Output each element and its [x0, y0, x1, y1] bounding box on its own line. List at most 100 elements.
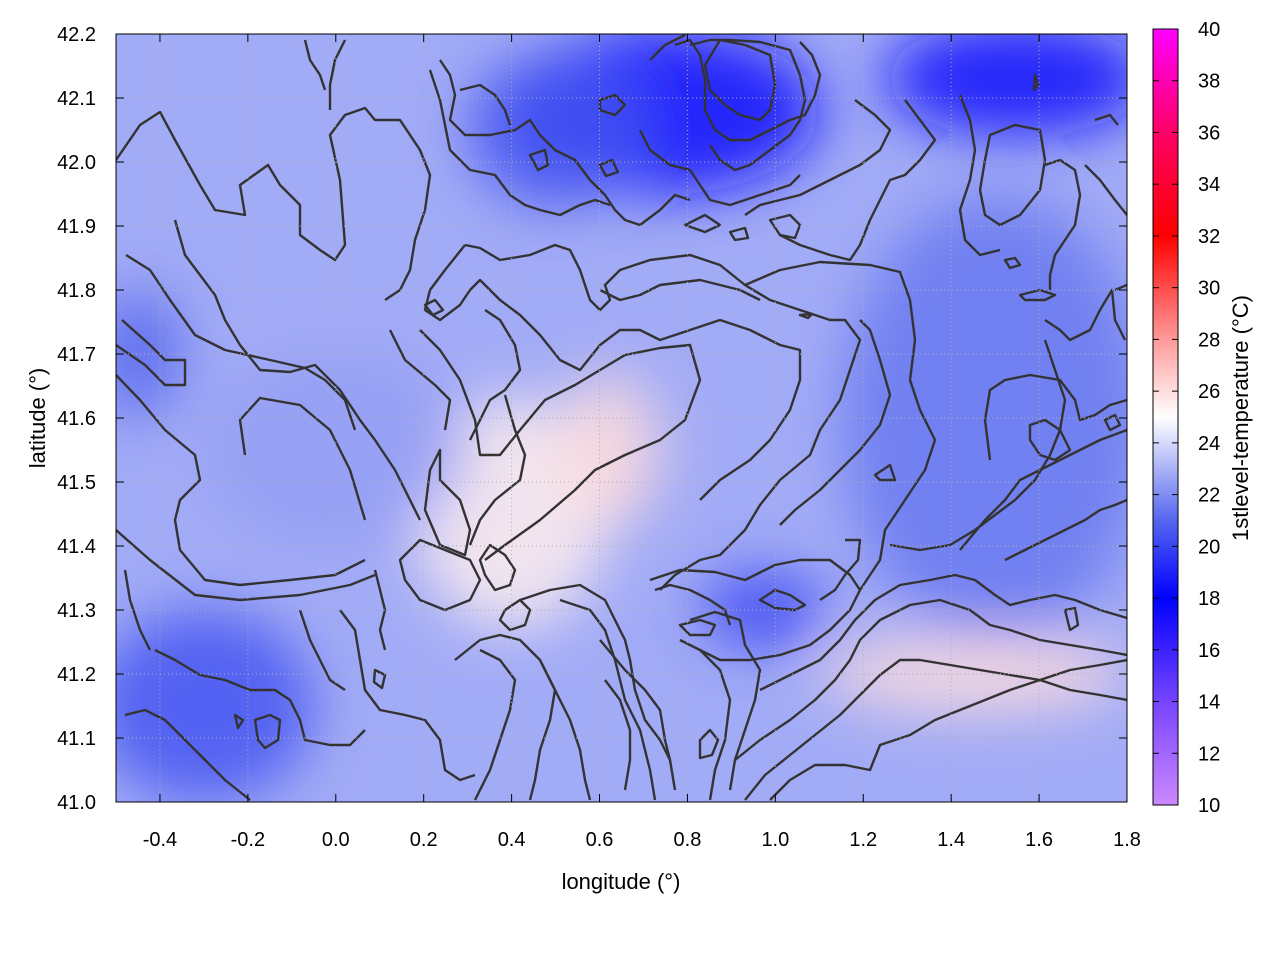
contour-line — [1094, 113, 1119, 126]
x-tick-label: 0.2 — [410, 829, 438, 851]
colorbar-tick-label: 12 — [1198, 743, 1220, 765]
contour-line — [654, 583, 732, 626]
heat-region — [700, 571, 824, 649]
contour-line — [728, 226, 750, 242]
contour-line — [689, 38, 807, 172]
x-tick-label: 1.6 — [1025, 829, 1053, 851]
contour-line — [528, 148, 550, 172]
heat-region — [467, 53, 644, 207]
contour-line — [768, 213, 802, 240]
contour-line — [698, 728, 720, 760]
contour-line — [428, 69, 611, 217]
y-axis: 41.0 41.1 41.2 41.3 41.4 41.5 41.6 41.7 41.8 41.9… — [57, 24, 1127, 814]
contour-line — [298, 609, 346, 691]
contour-line — [423, 298, 445, 317]
contour-line — [674, 38, 822, 142]
y-tick-label: 41.0 — [57, 792, 96, 814]
contour-line — [779, 319, 892, 526]
contour-line — [468, 309, 522, 441]
colorbar-tick-label: 24 — [1198, 433, 1220, 455]
contour-line — [528, 659, 557, 801]
contour-line — [983, 373, 1127, 461]
y-tick-label: 41.6 — [57, 408, 96, 430]
contour-line — [1044, 288, 1127, 342]
contour-line — [459, 83, 512, 126]
y-tick-label: 41.1 — [57, 728, 96, 750]
y-tick-label: 42.1 — [57, 88, 96, 110]
heat-region — [116, 610, 314, 802]
contour-line — [1032, 73, 1040, 92]
x-tick-label: 0.8 — [674, 829, 702, 851]
contour-line — [1084, 164, 1127, 216]
y-tick-label: 41.9 — [57, 216, 96, 238]
contour-line — [689, 610, 762, 791]
contour-line — [1018, 288, 1057, 302]
contour-line — [123, 569, 152, 651]
contour-line — [1028, 418, 1072, 462]
contour-line — [1003, 256, 1022, 270]
x-tick-label: -0.4 — [143, 829, 177, 851]
y-tick-label: 42.0 — [57, 152, 96, 174]
colorbar-axis: 10 12 14 16 18 20 22 24 26 28 30 32 34 36 38 40 — [1153, 19, 1220, 817]
contour-line — [398, 538, 482, 612]
x-axis: -0.4 -0.2 0.0 0.2 0.4 0.6 0.8 1.0 1.2 1.4 1.6 1.8 — [143, 34, 1141, 851]
contour-line — [683, 213, 722, 234]
x-tick-label: 1.8 — [1113, 829, 1141, 851]
colorbar-tick-label: 26 — [1198, 381, 1220, 403]
x-tick-label: -0.2 — [231, 829, 265, 851]
contour-line — [253, 713, 282, 750]
contour-line — [1103, 413, 1122, 432]
contour-line — [744, 99, 892, 216]
y-tick-label: 41.7 — [57, 344, 96, 366]
y-tick-label: 41.2 — [57, 664, 96, 686]
contour-line — [473, 648, 517, 801]
colorbar-tick-label: 20 — [1198, 536, 1220, 558]
x-tick-label: 0.0 — [322, 829, 350, 851]
x-tick-label: 1.0 — [761, 829, 789, 851]
colorbar-tick-label: 32 — [1198, 226, 1220, 248]
x-tick-label: 0.6 — [586, 829, 614, 851]
contour-line — [598, 93, 627, 117]
colorbar-title: 1stlevel-temperature (°C) — [1228, 295, 1253, 541]
contour-line — [238, 396, 367, 521]
contour-line — [1063, 606, 1080, 632]
contour-line — [464, 243, 862, 591]
contour-line — [759, 573, 1127, 692]
contour-line — [423, 448, 472, 557]
contour-line — [478, 543, 517, 592]
contour-line — [779, 99, 937, 262]
contour-line — [769, 658, 1127, 801]
contour-line — [154, 648, 366, 747]
heat-region — [819, 635, 1127, 713]
x-tick-label: 0.4 — [498, 829, 526, 851]
contour-line — [419, 329, 702, 561]
contour-line — [372, 668, 387, 690]
colorbar-tick-label: 34 — [1198, 174, 1220, 196]
contour-line — [116, 529, 376, 602]
contour-line — [1114, 283, 1127, 292]
contour-line — [978, 123, 1047, 227]
x-axis-title: longitude (°) — [562, 869, 681, 894]
colorbar-tick-label: 16 — [1198, 640, 1220, 662]
y-tick-label: 42.2 — [57, 24, 96, 46]
contour-line — [873, 463, 897, 482]
contour-lines — [116, 34, 1127, 801]
colorbar-tick-label: 36 — [1198, 122, 1220, 144]
contour-line — [124, 708, 251, 801]
contour-line — [1044, 158, 1082, 290]
contour-line — [559, 598, 657, 801]
colorbar-tick-label: 18 — [1198, 588, 1220, 610]
heat-region — [555, 373, 662, 527]
contour-line — [798, 312, 814, 320]
contour-line — [468, 394, 527, 546]
colorbar — [1152, 28, 1179, 806]
x-tick-label: 1.4 — [937, 829, 965, 851]
contour-line — [744, 260, 937, 591]
contour-line — [388, 329, 452, 431]
contour-line — [819, 538, 862, 601]
contour-line — [699, 649, 732, 801]
y-axis-title: latitude (°) — [25, 368, 50, 469]
contour-line — [328, 39, 347, 110]
colorbar-tick-label: 38 — [1198, 71, 1220, 93]
heat-region — [841, 194, 1127, 642]
